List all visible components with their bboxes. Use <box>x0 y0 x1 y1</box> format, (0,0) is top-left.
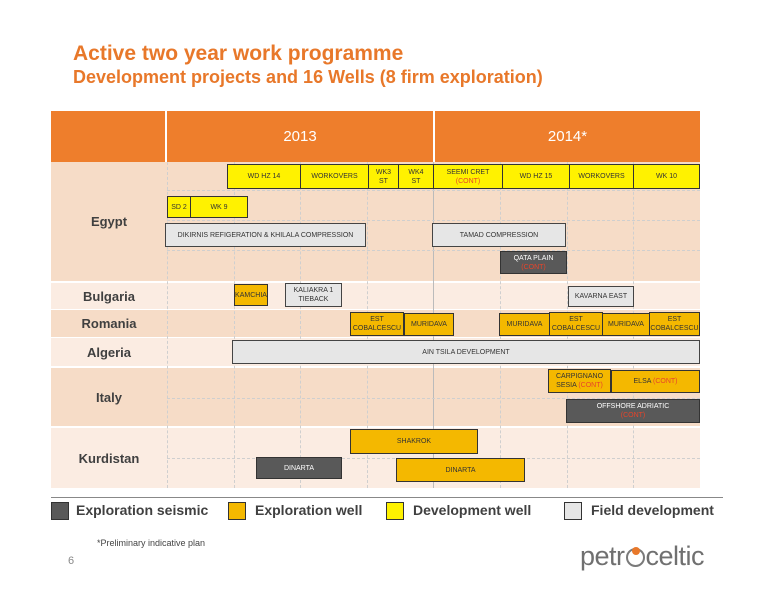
bar-offshore-adriatic: OFFSHORE ADRIATIC (CONT) <box>566 399 700 423</box>
bar-tamad-compression: TAMAD COMPRESSION <box>432 223 566 247</box>
bar-sd-2: SD 2 <box>167 196 191 218</box>
bar-muridava-2014-b: MURIDAVA <box>602 313 650 336</box>
bar-dinarta-seismic: DINARTA <box>256 457 342 479</box>
legend-swatch-seismic <box>51 502 69 520</box>
bar-elsa: ELSA (CONT) <box>611 370 700 393</box>
legend-swatch-field-development <box>564 502 582 520</box>
header-blank <box>51 111 165 162</box>
bar-wd-hz-15: WD HZ 15 <box>502 164 570 189</box>
legend-label-seismic: Exploration seismic <box>76 502 209 518</box>
legend-swatch-exploration-well <box>228 502 246 520</box>
legend: Exploration seismic Exploration well Dev… <box>51 497 723 523</box>
legend-swatch-development-well <box>386 502 404 520</box>
bar-shakrok: SHAKROK <box>350 429 478 454</box>
bar-carpignano-sesia: CARPIGNANO SESIA (CONT) <box>548 369 611 393</box>
country-bulgaria: Bulgaria <box>82 288 135 304</box>
bar-est-cobalcescu-2014-a: EST COBALCESCU <box>549 312 603 336</box>
bar-wk4-st: WK4 ST <box>398 164 434 189</box>
country-romania: Romania <box>81 316 137 331</box>
bar-wd-hz-14: WD HZ 14 <box>227 164 301 189</box>
year-2014: 2014* <box>435 111 700 162</box>
country-italy: Italy <box>95 389 122 405</box>
page-title: Active two year work programme <box>73 42 404 65</box>
country-kurdistan: Kurdistan <box>78 450 140 466</box>
bar-muridava-2014-a: MURIDAVA <box>499 313 550 336</box>
legend-label-field-development: Field development <box>591 502 714 518</box>
legend-label-development-well: Development well <box>413 502 532 518</box>
bar-est-cobalcescu-2014-b: EST COBALCESCU <box>649 312 700 336</box>
bar-est-cobalcescu-2013: EST COBALCESCU <box>350 312 404 336</box>
year-2013: 2013 <box>167 111 433 162</box>
bar-wk3-st: WK3 ST <box>368 164 399 189</box>
bar-muridava-2013: MURIDAVA <box>404 313 454 336</box>
page-number: 6 <box>68 555 75 567</box>
bar-kavarna-east: KAVARNA EAST <box>568 286 634 307</box>
bar-dinarta-well: DINARTA <box>396 458 525 482</box>
bar-wk-9: WK 9 <box>190 196 248 218</box>
page-subtitle: Development projects and 16 Wells (8 fir… <box>73 67 543 87</box>
country-egypt: Egypt <box>90 214 128 229</box>
legend-label-exploration-well: Exploration well <box>255 502 363 518</box>
bar-qata-plain: QATA PLAIN (CONT) <box>500 251 567 274</box>
bar-seemi-cret: SEEMI CRET (CONT) <box>433 164 503 189</box>
footnote: *Preliminary indicative plan <box>97 538 206 548</box>
petroceltic-logo: petr celtic <box>580 541 705 571</box>
country-algeria: Algeria <box>86 344 132 360</box>
bar-ain-tsila-development: AIN TSILA DEVELOPMENT <box>232 340 700 364</box>
bar-dikirnis-refigeration: DIKIRNIS REFIGERATION & KHILALA COMPRESS… <box>165 223 366 247</box>
bar-kaliakra-tieback: KALIAKRA 1 TIEBACK <box>285 283 342 307</box>
bar-workovers-2013: WORKOVERS <box>300 164 369 189</box>
logo-o-icon <box>625 547 645 567</box>
bar-wk-10: WK 10 <box>633 164 700 189</box>
year-2014-label: 2014* <box>547 128 588 145</box>
bar-kamchia: KAMCHIA <box>234 284 268 306</box>
bar-workovers-2014: WORKOVERS <box>569 164 634 189</box>
year-2013-label: 2013 <box>283 128 317 145</box>
